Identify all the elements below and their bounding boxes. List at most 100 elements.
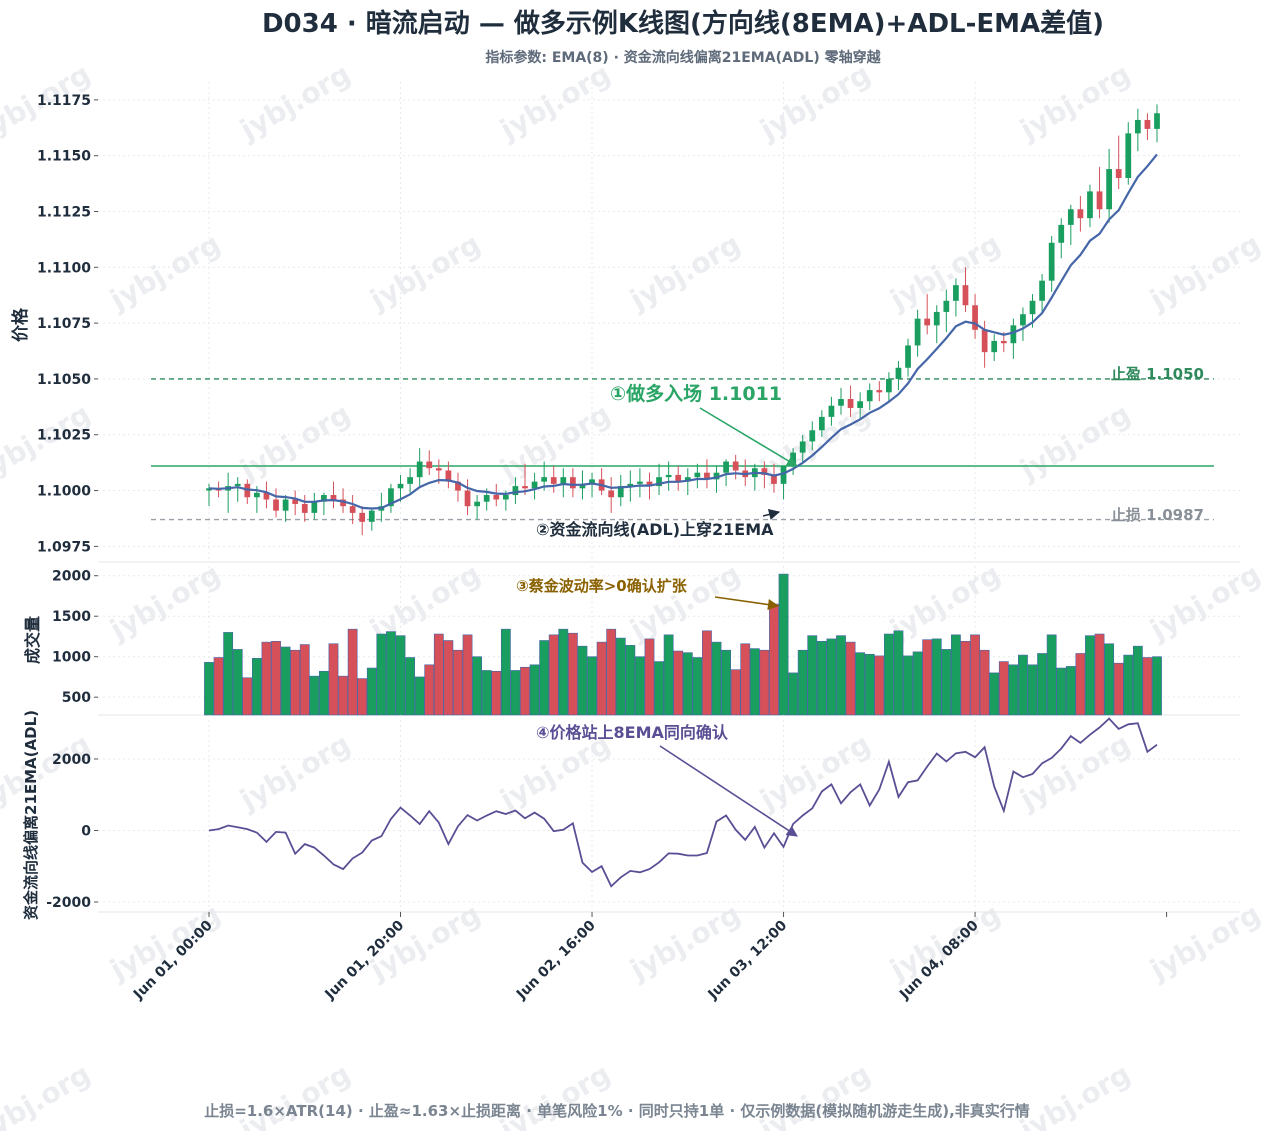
candle-body (656, 477, 662, 487)
volume-bar (1075, 653, 1086, 716)
volume-bar (740, 643, 751, 716)
volume-bar (1113, 662, 1124, 716)
watermark-text: jybj.org (104, 227, 226, 317)
watermark-text: jybj.org (234, 397, 356, 487)
candle-body (905, 345, 911, 368)
watermark-text: jybj.org (104, 557, 226, 647)
adl-cross-annotation-arrow (762, 509, 781, 520)
volume-bar (864, 653, 875, 716)
volume-bar (577, 645, 588, 716)
candle-body (675, 474, 682, 482)
candle-body (1029, 300, 1036, 315)
candle-body (818, 416, 825, 431)
volume-bar (682, 652, 693, 716)
volume-bar (1142, 657, 1153, 716)
watermark-text: jybj.org (1014, 1057, 1136, 1131)
price-candles (206, 104, 1160, 536)
volume-bar (625, 645, 636, 716)
volume-bar (548, 634, 559, 716)
volume-bar (788, 672, 799, 716)
volume-bar (558, 628, 569, 716)
y-tick-label: 1.1100 (37, 260, 91, 276)
candle-body (723, 461, 729, 473)
y-tick-label: 500 (62, 690, 91, 706)
candle-body (522, 486, 528, 489)
candle-body (646, 481, 653, 487)
volume-bar (596, 641, 607, 716)
stop-loss-label: 止损 1.0987 (1111, 506, 1204, 524)
volume-bar (328, 643, 339, 716)
ema-confirm-annotation: ④价格站上8EMA同向确认 (536, 723, 729, 742)
candle-body (780, 466, 787, 484)
volume-bar (1132, 645, 1143, 716)
volume-bar (654, 661, 664, 716)
volume-bar (692, 657, 703, 716)
watermark-text: jybj.org (624, 557, 746, 647)
volume-bar (1046, 634, 1057, 716)
watermark-text: jybj.org (364, 227, 486, 317)
volume-bar (816, 641, 827, 716)
candle-body (464, 490, 471, 507)
volume-bar (922, 639, 933, 716)
volume-bar (855, 652, 866, 716)
candle-body (866, 390, 873, 402)
volume-bar (529, 664, 540, 716)
candle-body (1087, 191, 1093, 219)
volume-bar (405, 657, 415, 716)
candle-body (426, 461, 433, 469)
candle-body (617, 486, 624, 498)
volume-bar (1085, 635, 1095, 716)
chart-title: D034 · 暗流启动 — 做多示例K线图(方向线(8EMA)+ADL-EMA差… (262, 8, 1104, 39)
watermark-text: jybj.org (1014, 397, 1136, 487)
volume-bar (1037, 653, 1047, 716)
indicator-gridlines (98, 715, 1240, 913)
price-panel: 1.0975 1.1000 1.1025 1.1050 1.1075 1.1100 1.11… (10, 82, 1240, 563)
candle-body (570, 477, 576, 489)
volume-bar (989, 672, 1000, 716)
candle-body (560, 477, 567, 484)
volume-bar (711, 641, 722, 716)
volume-bar (357, 678, 368, 716)
candle-body (340, 499, 346, 507)
candle-body (1077, 209, 1084, 219)
candle-body (799, 441, 806, 453)
candle-body (991, 340, 998, 353)
volume-bar (970, 634, 980, 716)
volume-bar (386, 631, 396, 716)
y-tick-label: 1.1175 (37, 93, 91, 109)
volume-bar (223, 632, 234, 716)
volume-bar (663, 634, 674, 716)
volume-bar (912, 651, 923, 716)
candle-body (579, 483, 586, 489)
volume-bar (1094, 633, 1105, 716)
candle-body (254, 492, 260, 498)
candle-body (1115, 169, 1122, 178)
y-tick-label: -2000 (46, 895, 91, 911)
volume-bar (1104, 643, 1115, 716)
candle-body (608, 490, 615, 498)
volume-bar (213, 657, 224, 716)
volume-y-label: 成交量 (23, 616, 42, 664)
candle-body (684, 477, 691, 482)
y-tick-label: 1.1050 (37, 372, 91, 388)
price-y-label: 价格 (10, 307, 31, 342)
candle-body (665, 474, 672, 478)
candle-body (550, 477, 557, 484)
candle-body (311, 501, 318, 513)
volume-bar (481, 670, 492, 716)
watermark-text: jybj.org (754, 57, 876, 147)
watermark-text: jybj.org (1014, 57, 1136, 147)
volume-bar (1008, 664, 1019, 716)
candle-body (292, 499, 299, 504)
volume-bar (433, 633, 444, 716)
volume-bar (424, 664, 435, 716)
volume-bar (845, 641, 856, 716)
volume-bar (941, 649, 952, 716)
volume-bar (1056, 667, 1067, 716)
adl-deviation-line (208, 717, 1158, 888)
watermark-text: jybj.org (494, 57, 616, 147)
candle-body (914, 318, 921, 346)
volume-y-ticks: 500 1000 1500 2000 (52, 569, 98, 706)
volume-bar (520, 666, 530, 716)
y-tick-label: 1.1125 (37, 204, 91, 220)
